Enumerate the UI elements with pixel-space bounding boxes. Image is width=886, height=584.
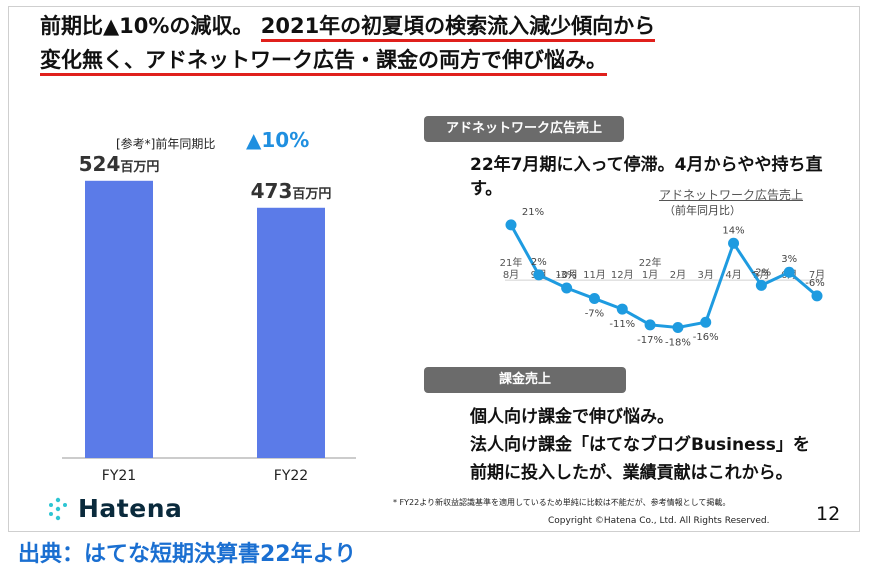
line-month-label: 8月 (503, 269, 519, 281)
line-point (783, 266, 795, 278)
bar-value-label: 524百万円 (79, 152, 160, 176)
bar-value-label: 473百万円 (251, 179, 332, 203)
line-point (755, 279, 767, 291)
bar-fy21 (85, 180, 153, 458)
bar-fy22 (257, 207, 325, 458)
course-line-1: 個人向け課金で伸び悩み。 (470, 407, 674, 427)
bar-category-label: FY22 (274, 468, 308, 484)
line-point (533, 269, 545, 281)
line-month-label: 11月 (583, 269, 606, 281)
hatena-logo-icon (49, 497, 67, 520)
bar-chart: 524百万円 FY21 473百万円 FY22 (62, 152, 356, 484)
logo-text: Hatena (78, 494, 183, 523)
line-month-label: 12月 (611, 269, 634, 281)
headline-underlined-2: 変化無く、アドネットワーク広告・課金の両方で伸び悩み。 (40, 48, 607, 76)
line-year-label: 22年 (639, 256, 662, 269)
footnote: * FY22より新収益認識基準を適用しているため単純に比較は不能だが、参考情報と… (393, 498, 731, 507)
line-point (588, 293, 600, 305)
hatena-logo: Hatena (46, 494, 182, 523)
line-month-label: 3月 (698, 269, 714, 281)
reference-note: [参考*]前年同期比 (116, 137, 216, 151)
line-point (644, 319, 656, 331)
course-line-2: 法人向け課金「はてなブログBusiness」を (470, 435, 810, 455)
line-value-label: 2% (531, 257, 547, 268)
headline-plain: 前期比▲10%の減収。 (40, 14, 254, 38)
line-value-label: -11% (609, 319, 635, 330)
line-value-label: -2% (752, 267, 771, 278)
headline: 前期比▲10%の減収。 2021年の初夏頃の検索流入減少傾向から 変化無く、アド… (40, 9, 840, 77)
course-line-3: 前期に投入したが、業績貢献はこれから。 (470, 463, 793, 483)
line-value-label: -6% (805, 278, 824, 289)
course-section-text: 個人向け課金で伸び悩み。 法人向け課金「はてなブログBusiness」を 前期に… (470, 403, 870, 487)
line-month-label: 7月 (809, 269, 825, 281)
line-value-label: -16% (693, 332, 719, 343)
course-section-pill: 課金売上 (424, 367, 626, 393)
line-value-label: -7% (585, 309, 604, 320)
line-month-label: 2月 (670, 269, 686, 281)
line-point (616, 303, 628, 315)
line-month-label: 10月 (555, 269, 578, 281)
line-point (700, 316, 712, 328)
page-number: 12 (816, 503, 841, 525)
line-month-label: 4月 (725, 269, 741, 281)
line-chart: 21年8月9月10月11月12月22年1月2月3月4月5月6月7月21%2%-3… (500, 207, 826, 349)
line-value-label: 14% (722, 225, 744, 236)
line-chart-subtitle: （前年同月比） (664, 204, 741, 217)
line-value-label: -17% (637, 335, 663, 346)
line-value-label: 3% (781, 254, 797, 265)
line-year-label: 21年 (500, 256, 523, 269)
line-value-label: 21% (522, 207, 544, 218)
line-point (728, 237, 740, 249)
line-point (561, 282, 573, 294)
line-point (672, 321, 684, 333)
ad-section-pill: アドネットワーク広告売上 (424, 116, 624, 142)
line-month-label: 1月 (642, 269, 658, 281)
ad-section-text: 22年7月期に入って停滞。4月からやや持ち直す。 (470, 155, 823, 199)
source-caption: 出典：はてな短期決算書22年より (18, 542, 357, 567)
copyright: Copyright ©Hatena Co., Ltd. All Rights R… (548, 516, 770, 526)
line-point (505, 219, 517, 231)
line-point (811, 290, 823, 302)
line-value-label: -3% (557, 270, 576, 281)
headline-underlined-1: 2021年の初夏頃の検索流入減少傾向から (260, 14, 656, 42)
line-chart-title: アドネットワーク広告売上 (659, 188, 804, 202)
reference-value: ▲10% (246, 128, 310, 152)
bar-category-label: FY21 (102, 468, 136, 484)
line-value-label: -18% (665, 337, 691, 348)
